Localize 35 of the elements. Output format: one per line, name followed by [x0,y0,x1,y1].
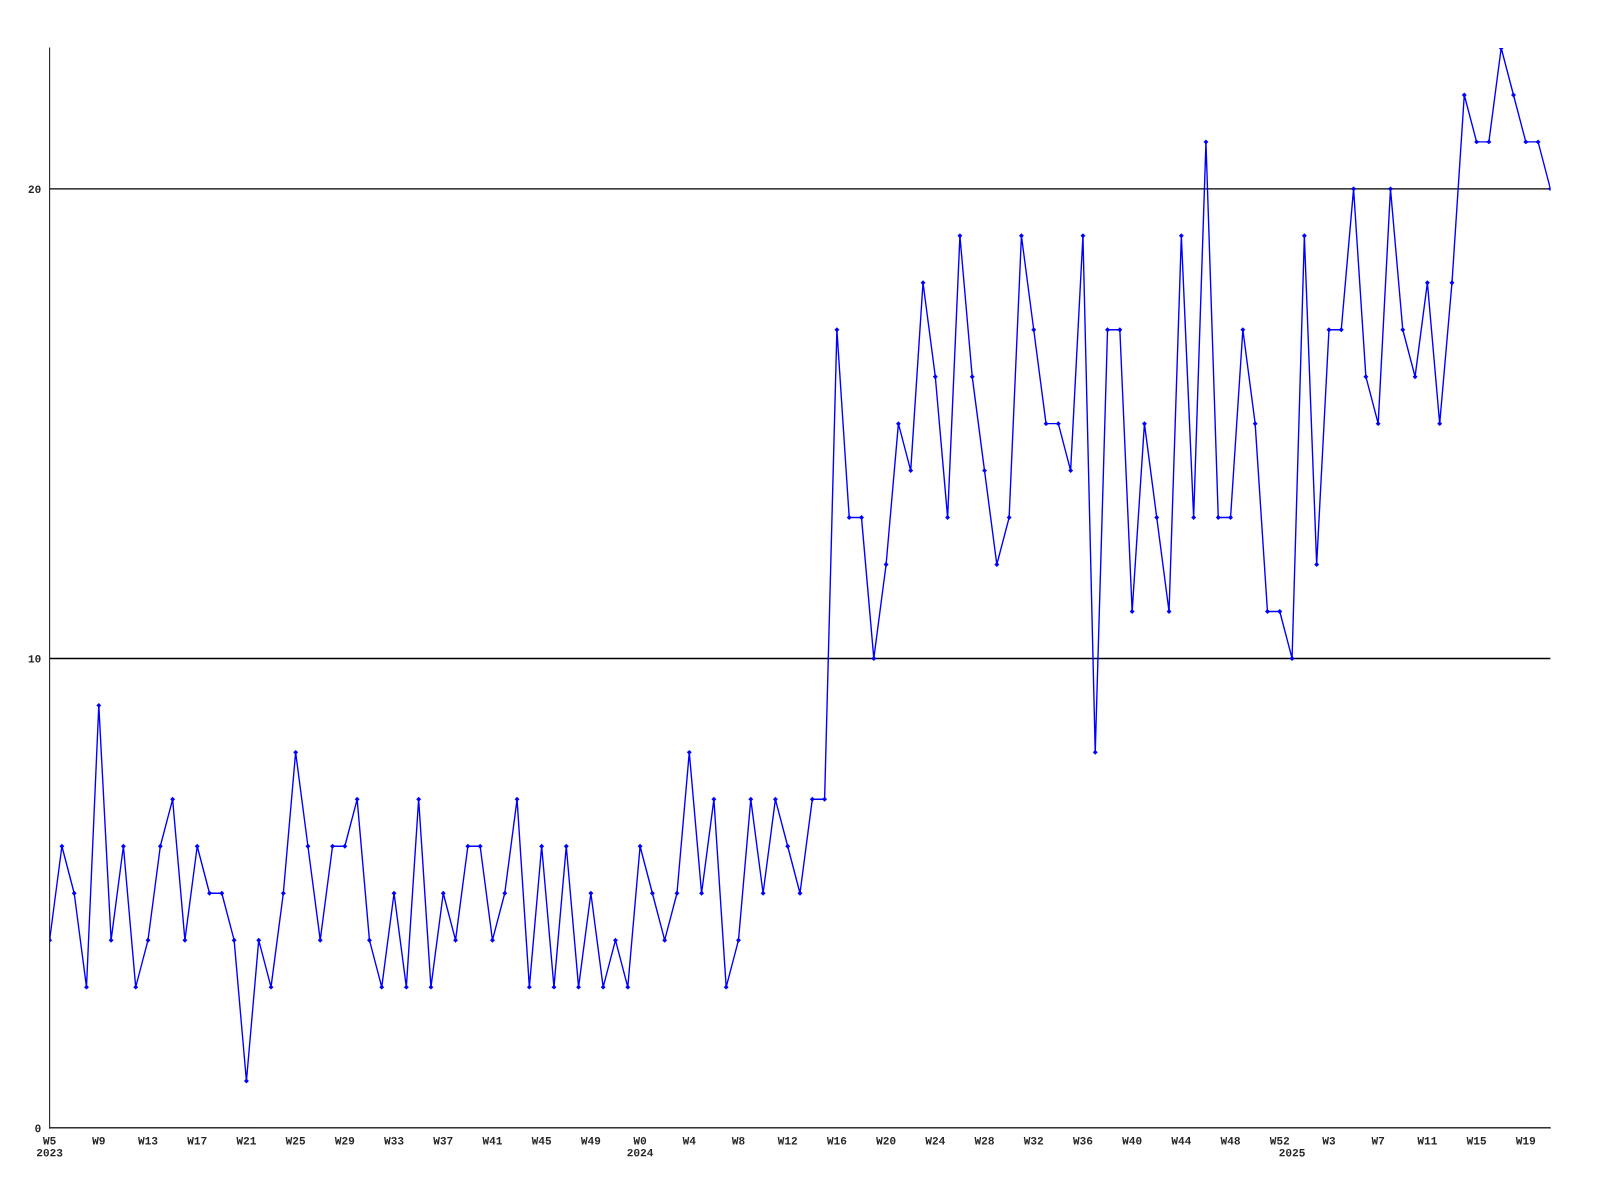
x-tick-label: W48 [1220,1136,1240,1145]
y-tick-label: 20 [28,185,41,193]
x-tick-label: W28 [974,1136,994,1145]
x-tick-label: W21 [236,1136,256,1145]
y-tick-label: 0 [35,1124,41,1133]
x-tick-label: W44 [1171,1137,1192,1145]
x-tick-label: W32 [1023,1136,1044,1145]
x-tick-label: W29 [334,1136,355,1145]
x-tick-label: W41 [482,1137,502,1145]
x-tick-label: W25 [285,1136,306,1145]
x-tick-label: W13 [138,1136,158,1145]
x-tick-label: W19 [1515,1136,1536,1145]
x-tick-label: W3 [1322,1136,1336,1145]
x-tick-label: 2025 [1279,1148,1305,1157]
x-tick-label: W9 [92,1136,105,1145]
y-tick-label: 10 [28,655,41,663]
x-tick-label: W37 [433,1136,453,1145]
x-tick-label: W45 [531,1137,552,1145]
x-tick-label: W11 [1417,1137,1437,1145]
x-tick-label: W8 [731,1136,745,1145]
x-tick-label: W36 [1072,1136,1093,1145]
x-tick-label: W17 [187,1137,207,1145]
x-tick-label: W4 [682,1137,696,1145]
x-tick-label: W52 [1269,1136,1290,1145]
x-tick-label: W5 2023 [36,1137,63,1157]
x-tick-label: W7 [1371,1137,1385,1145]
x-tick-label: W40 [1122,1136,1142,1145]
x-tick-label: W24 [925,1136,945,1145]
x-tick-label: W33 [384,1136,404,1145]
x-tick-label: W16 [826,1136,847,1145]
x-tick-label: W12 [777,1136,798,1145]
x-tick-label: W49 [580,1136,601,1145]
x-tick-label: W0 2024 [627,1136,654,1157]
x-tick-label: W20 [876,1136,896,1145]
x-tick-label: W15 [1466,1137,1487,1145]
